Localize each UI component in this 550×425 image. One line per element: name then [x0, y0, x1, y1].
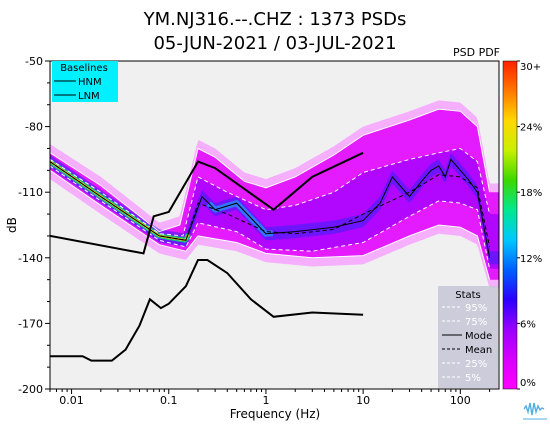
x-tick-label: 0.1 [160, 394, 178, 407]
p25-curve [50, 165, 491, 269]
p95-legend-label: 95% [465, 303, 487, 314]
y-tick-label: -200 [18, 383, 43, 396]
stats-legend-box [438, 286, 498, 388]
y-tick-label: -110 [18, 186, 43, 199]
x-tick-label: 100 [450, 394, 471, 407]
chart-title-line2: 05-JUN-2021 / 03-JUL-2021 [153, 33, 396, 54]
colorbar-tick-label: 0% [520, 378, 536, 389]
colorbar-tick-label: 6% [520, 319, 536, 330]
colorbar-tick-label: 18% [520, 188, 542, 199]
p75-curve [50, 147, 491, 237]
y-tick-label: -50 [25, 55, 43, 68]
x-axis: 0.01 0.1 1 10 100 [49, 389, 491, 407]
colorbar-ticks: 0% 6% 12% 18% 24% 30+ [517, 60, 542, 390]
chart-title-line1: YM.NJ316.--.CHZ : 1373 PSDs [143, 9, 407, 30]
y-axis: -50 -80 -110 -140 -170 -200 [18, 55, 50, 396]
curve-layer [50, 108, 491, 362]
x-axis-label: Frequency (Hz) [230, 407, 321, 421]
p5-legend-label: 5% [465, 373, 481, 384]
baselines-legend-title: Baselines [60, 63, 108, 74]
plot-frame [49, 60, 500, 390]
x-tick-label: 0.01 [59, 394, 84, 407]
lnm-legend-label: LNM [78, 91, 100, 102]
p95-curve [50, 108, 491, 233]
y-axis-label: dB [5, 217, 19, 233]
x-tick-label: 1 [262, 394, 269, 407]
hnm-curve [50, 151, 364, 255]
colorbar-tick-label: 24% [520, 123, 542, 134]
colorbar-tick-label: 30+ [520, 62, 541, 73]
mean-legend-label: Mean [465, 345, 492, 356]
hnm-legend-label: HNM [78, 77, 102, 88]
colorbar [502, 60, 518, 390]
corner-label: PSD PDF [453, 46, 500, 59]
p75-legend-label: 75% [465, 317, 487, 328]
baselines-legend: Baselines HNM LNM [52, 61, 118, 102]
p5-curve [50, 169, 491, 280]
y-tick-label: -80 [25, 121, 43, 134]
y-tick-label: -170 [18, 317, 43, 330]
mode-legend-label: Mode [465, 331, 492, 342]
stats-legend-title: Stats [455, 290, 481, 301]
mode-curve [50, 158, 491, 258]
lnm-curve [50, 259, 364, 362]
waveform-logo-icon [522, 396, 548, 422]
y-tick-label: -140 [18, 252, 43, 265]
p25-legend-label: 25% [465, 359, 487, 370]
stats-legend: Stats 95% 75% Mode Mean 25% 5% [438, 286, 498, 388]
x-tick-label: 10 [356, 394, 370, 407]
colorbar-tick-label: 12% [520, 254, 542, 265]
